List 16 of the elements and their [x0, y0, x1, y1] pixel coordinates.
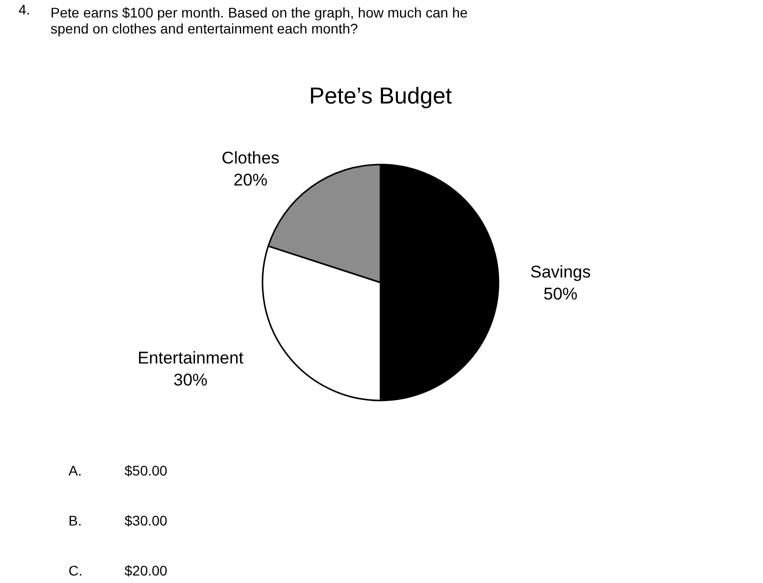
text: A. [68, 462, 82, 478]
text: $20.00 [124, 562, 168, 578]
text: $30.00 [124, 512, 168, 528]
slice-label: Clothes [222, 148, 280, 168]
data-label: 50% [543, 284, 578, 304]
slice-label: Savings [530, 262, 591, 282]
text: spend on clothes and entertainment each month? [50, 20, 358, 36]
text: 4. [18, 2, 30, 18]
chart-title: Pete’s Budget [309, 82, 453, 108]
text: $50.00 [124, 462, 168, 478]
text: Pete earns $100 per month. Based on the graph, how much can he [50, 4, 468, 20]
text: B. [68, 512, 82, 528]
text: C. [68, 562, 82, 578]
slice-label: Entertainment [138, 348, 244, 368]
data-label: 20% [233, 170, 268, 190]
data-label: 30% [173, 370, 208, 390]
